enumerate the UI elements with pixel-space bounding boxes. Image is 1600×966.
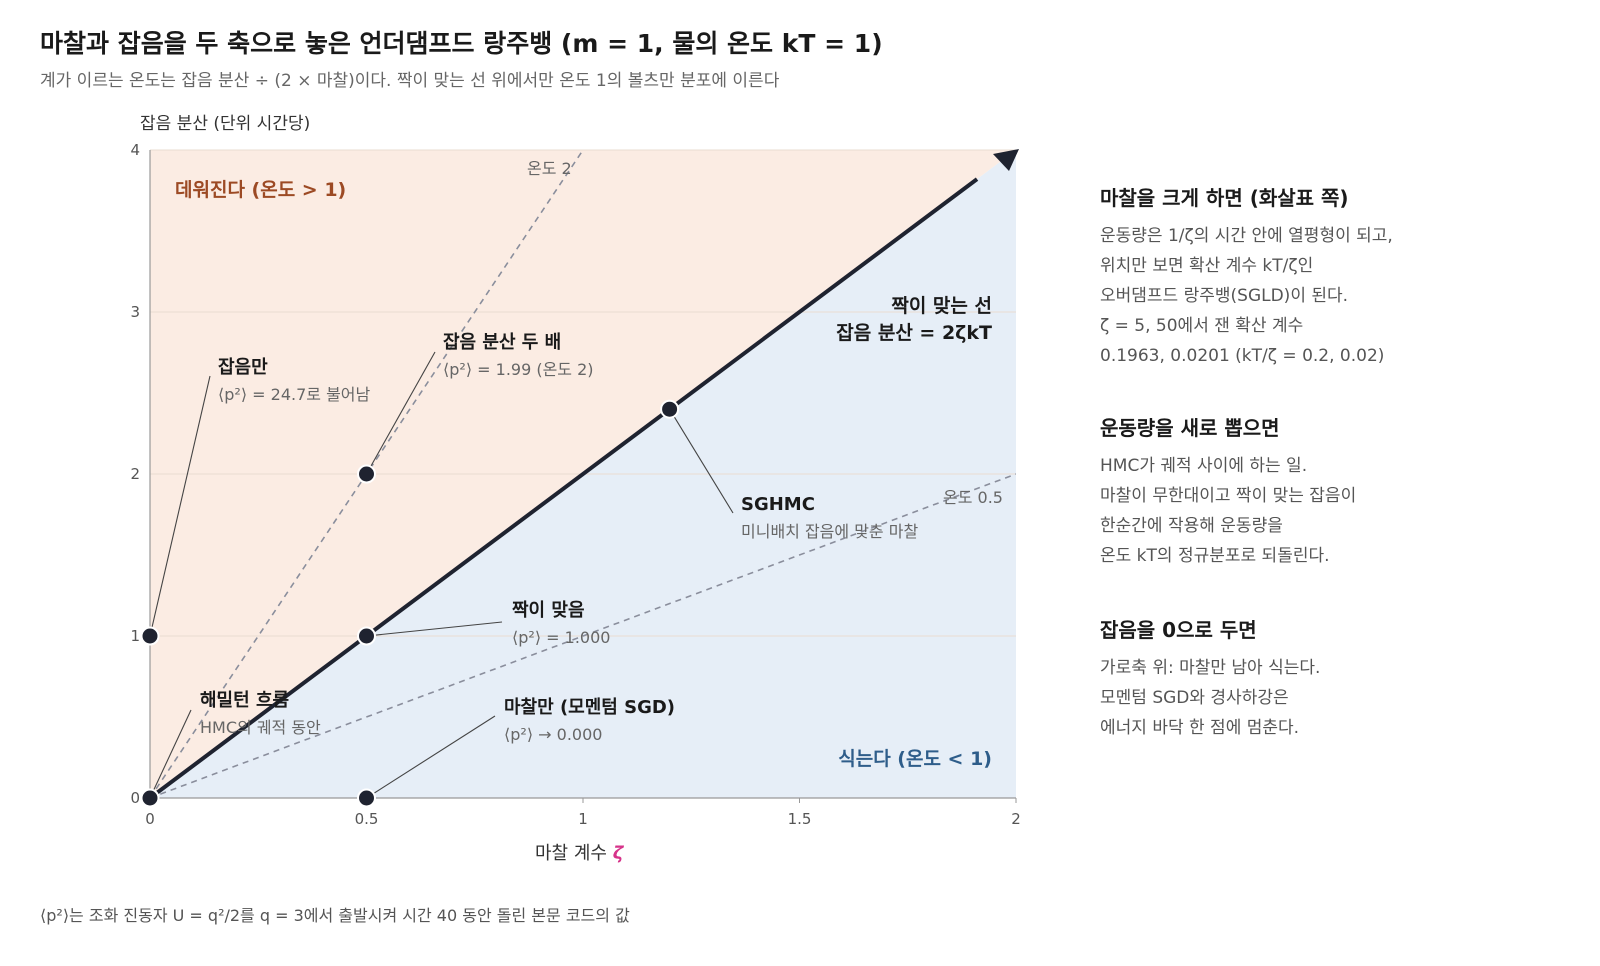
y-tick-label: 3 <box>130 303 140 321</box>
data-point <box>140 626 160 646</box>
y-tick-label: 0 <box>130 789 140 807</box>
data-point <box>140 788 160 808</box>
leader-line <box>366 715 496 799</box>
hot-region-label: 데워진다 (온도 > 1) <box>175 179 346 201</box>
side-line: 에너지 바닥 한 점에 멈춘다. <box>1100 718 1300 738</box>
side-line: 가로축 위: 마찰만 남아 식는다. <box>1100 658 1321 678</box>
arrowhead-icon <box>993 149 1019 171</box>
point-title: SGHMC <box>741 494 815 515</box>
x-axis-label: 마찰 계수 ζ <box>535 843 625 864</box>
leader-line <box>366 351 436 475</box>
footnote: ⟨p²⟩는 조화 진동자 U = q²/2를 q = 3에서 출발시켜 시간 4… <box>40 906 630 925</box>
data-point <box>357 626 376 646</box>
x-tick-label: 0 <box>145 810 155 828</box>
side-heading: 운동량을 새로 뽑으면 <box>1100 416 1280 440</box>
y-tick-label: 4 <box>130 141 140 159</box>
side-note-large-friction: 마찰을 크게 하면 (화살표 쪽) 운동량은 1/ζ의 시간 안에 열평형이 되… <box>1100 182 1560 371</box>
annotations: 데워진다 (온도 > 1) 식는다 (온도 < 1) 짝이 맞는 선잡음 분산 = … <box>175 159 1003 770</box>
side-line: ζ = 5, 50에서 잰 확산 계수 <box>1100 316 1304 336</box>
data-point <box>357 788 376 808</box>
temp2-line-label: 온도 2 <box>527 159 572 178</box>
point-title: 해밀턴 흐름 <box>200 690 289 711</box>
data-points <box>140 399 680 808</box>
annotation-leaders <box>149 351 734 799</box>
x-tick-label: 1 <box>578 810 588 828</box>
side-note-zero-noise: 잡음을 0으로 두면 가로축 위: 마찰만 남아 식는다. 모멘텀 SGD와 경… <box>1100 614 1560 743</box>
matched-line-label: 짝이 맞는 선 <box>891 295 992 317</box>
leader-line <box>149 375 211 637</box>
point-sub: ⟨p²⟩ = 1.99 (온도 2) <box>443 360 594 379</box>
cold-region-label: 식는다 (온도 < 1) <box>838 748 992 770</box>
point-title: 짝이 맞음 <box>512 600 585 621</box>
x-tick-label: 1.5 <box>788 810 812 828</box>
side-line: 위치만 보면 확산 계수 kT/ζ인 <box>1100 256 1314 276</box>
point-sub: ⟨p²⟩ = 1.000 <box>512 628 610 647</box>
matched-line-sublabel: 잡음 분산 = 2ζkT <box>836 322 992 344</box>
side-line: 한순간에 작용해 운동량을 <box>1100 516 1283 536</box>
temp05-line-label: 온도 0.5 <box>943 488 1003 507</box>
point-sub: 미니배치 잡음에 맞춘 마찰 <box>741 522 918 541</box>
side-line: 운동량은 1/ζ의 시간 안에 열평형이 되고, <box>1100 226 1393 246</box>
side-line: 마찰이 무한대이고 짝이 맞는 잡음이 <box>1100 486 1357 506</box>
side-note-momentum-resample: 운동량을 새로 뽑으면 HMC가 궤적 사이에 하는 일. 마찰이 무한대이고 … <box>1100 412 1560 571</box>
side-heading: 마찰을 크게 하면 (화살표 쪽) <box>1100 186 1349 210</box>
axes: 0 0.5 1 1.5 2 0 1 2 3 4잡음 분산 (단위 시간당) 마찰 계수 ζ <box>130 114 1020 864</box>
side-line: 온도 kT의 정규분포로 되돌린다. <box>1100 546 1330 566</box>
leader-line <box>149 709 192 799</box>
chart-subtitle: 계가 이르는 온도는 잡음 분산 ÷ (2 × 마찰)이다. 짝이 맞는 선 위… <box>40 71 780 91</box>
point-title: 잡음만 <box>218 357 268 378</box>
side-line: 오버댐프드 랑주뱅(SGLD)이 된다. <box>1100 286 1349 306</box>
side-line: HMC가 궤적 사이에 하는 일. <box>1100 456 1308 476</box>
y-tick-label: 2 <box>130 465 140 483</box>
leader-line <box>366 621 503 637</box>
point-sub: ⟨p²⟩ = 24.7로 불어남 <box>218 385 371 404</box>
point-sub: HMC의 궤적 동안 <box>200 718 321 737</box>
dashed-line <box>150 473 1016 798</box>
zeta-symbol: ζ <box>613 843 625 864</box>
data-point <box>357 464 376 484</box>
side-heading: 잡음을 0으로 두면 <box>1100 618 1257 642</box>
y-axis-label: 잡음 분산 (단위 시간당) <box>140 114 310 134</box>
side-line: 0.1963, 0.0201 (kT/ζ = 0.2, 0.02) <box>1100 346 1385 366</box>
y-tick-label: 1 <box>130 627 140 645</box>
x-tick-label: 2 <box>1011 810 1021 828</box>
leader-line <box>669 408 734 514</box>
point-title: 마찰만 (모멘텀 SGD) <box>504 697 675 718</box>
chart-title: 마찰과 잡음을 두 축으로 놓은 언더댐프드 랑주뱅 (m = 1, 물의 온도… <box>40 29 883 58</box>
point-title: 잡음 분산 두 배 <box>443 332 561 353</box>
matched-line <box>150 177 979 798</box>
direction-arrow <box>993 149 1019 171</box>
data-point <box>660 399 680 419</box>
point-sub: ⟨p²⟩ → 0.000 <box>504 725 602 744</box>
side-line: 모멘텀 SGD와 경사하강은 <box>1100 688 1289 708</box>
x-tick-label: 0.5 <box>355 810 379 828</box>
